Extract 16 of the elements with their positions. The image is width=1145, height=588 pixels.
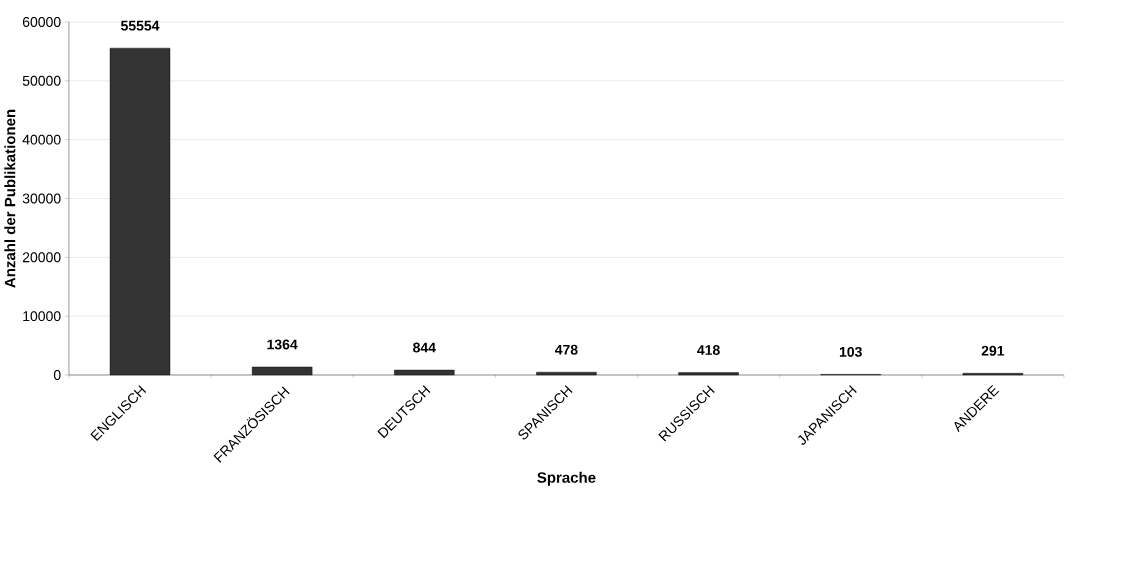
data-label: 478: [554, 344, 578, 355]
data-label: 418: [697, 345, 720, 355]
data-label: 1364: [267, 339, 298, 350]
y-tick-label: 40000: [22, 134, 61, 145]
y-tick-label: 50000: [22, 75, 61, 86]
data-label: 291: [981, 345, 1005, 356]
x-axis-title: Sprache: [537, 471, 596, 486]
data-label: 103: [839, 346, 862, 357]
y-tick-label: 0: [53, 370, 61, 380]
y-tick-label: 60000: [22, 17, 61, 27]
y-axis-title: Anzahl der Publikationen: [4, 109, 16, 288]
data-label: 844: [413, 342, 436, 353]
y-tick-label: 10000: [23, 311, 61, 322]
y-tick-label: 20000: [22, 252, 61, 263]
data-label: 55554: [120, 20, 160, 31]
y-tick-label: 30000: [22, 193, 61, 204]
